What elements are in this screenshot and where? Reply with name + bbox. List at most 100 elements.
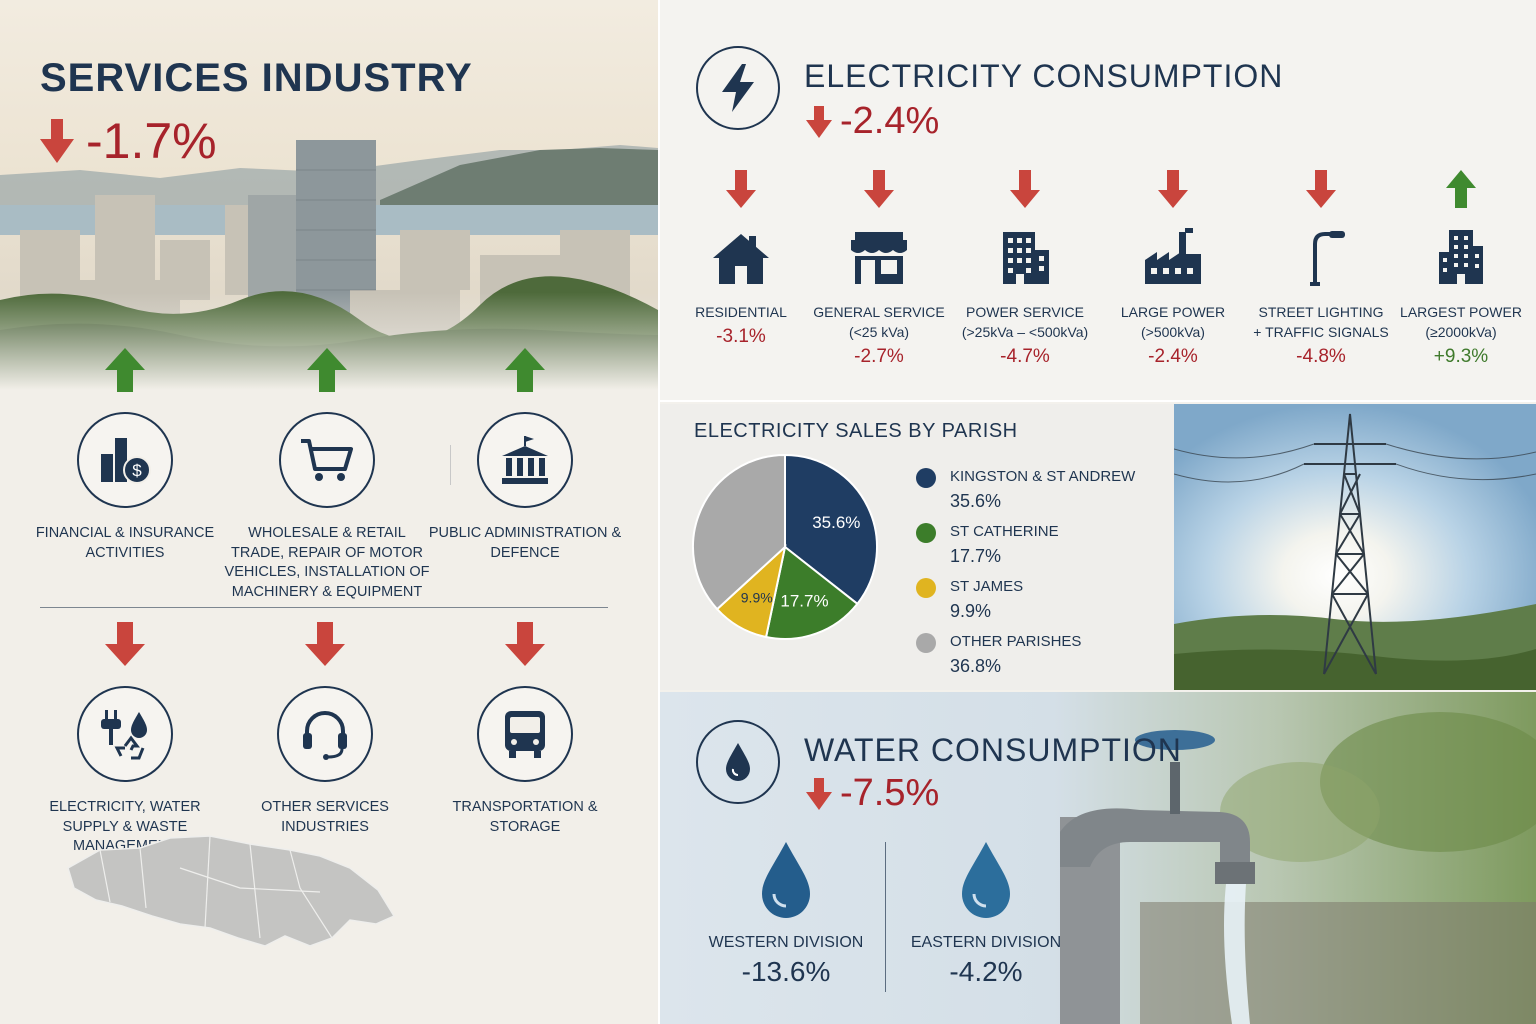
divider [450, 445, 451, 485]
legend-item: ST JAMES 9.9% [916, 576, 1023, 624]
water-drop-icon [962, 842, 1010, 918]
division-name: WESTERN DIVISION [708, 934, 864, 951]
headset-icon [277, 686, 373, 782]
electricity-title: ELECTRICITY CONSUMPTION [804, 58, 1284, 94]
pie-slice [764, 545, 859, 640]
arrow-down-icon [305, 622, 345, 666]
category-detail: (>25kVa – <500kVa) [961, 324, 1089, 340]
legend-value: 9.9% [950, 601, 992, 621]
electricity-change-value: -2.4% [840, 100, 940, 142]
sector-financial: $ FINANCIAL & INSURANCE ACTIVITIES [20, 348, 230, 563]
category-street-lighting: STREET LIGHTING + TRAFFIC SIGNALS -4.8% [1246, 170, 1396, 368]
category-residential: RESIDENTIAL -3.1% [666, 170, 816, 348]
category-large-power: LARGE POWER (>500kVa) -2.4% [1098, 170, 1248, 368]
sector-transport: TRANSPORTATION & STORAGE [420, 622, 630, 837]
category-name: STREET LIGHTING [1258, 304, 1384, 320]
parish-sales-panel: ELECTRICITY SALES BY PARISH 35.6% 17.7% 9.… [660, 404, 1174, 690]
sector-utilities: ELECTRICITY, WATER SUPPLY & WASTE MANAGE… [20, 622, 230, 857]
legend-name: OTHER PARISHES [950, 633, 1082, 650]
category-detail: (>500kVa) [1141, 324, 1205, 340]
arrow-down-icon [1306, 170, 1336, 208]
category-value: -4.8% [1296, 346, 1346, 367]
legend-swatch [916, 578, 936, 598]
legend-name: ST CATHERINE [950, 523, 1059, 540]
arrow-up-icon [505, 348, 545, 392]
legend-swatch [916, 468, 936, 488]
services-change: -1.7% [40, 112, 217, 170]
water-title: WATER CONSUMPTION [804, 732, 1182, 768]
category-name: GENERAL SERVICE [813, 304, 945, 320]
division-western: WESTERN DIVISION -13.6% [686, 840, 886, 988]
water-drop-icon [696, 720, 780, 804]
divider [885, 842, 886, 992]
pie-slice-label: 17.7% [780, 592, 828, 611]
pie-slice [692, 453, 786, 611]
category-value: -2.7% [854, 346, 904, 367]
division-name: EASTERN DIVISION [910, 934, 1062, 951]
arrow-down-icon [726, 170, 756, 208]
arrow-up-icon [1446, 170, 1476, 208]
panel-divider [658, 0, 660, 1024]
parish-title: ELECTRICITY SALES BY PARISH [694, 420, 1018, 442]
sector-other-services: OTHER SERVICES INDUSTRIES [220, 622, 430, 837]
sector-label: WHOLESALE & RETAIL TRADE, REPAIR OF MOTO… [224, 525, 430, 600]
category-power-service: POWER SERVICE (>25kVa – <500kVa) -4.7% [950, 170, 1100, 368]
legend-name: KINGSTON & ST ANDREW [950, 468, 1136, 485]
divider [40, 607, 608, 608]
category-name: LARGE POWER [1120, 304, 1226, 320]
faucet-photo [660, 692, 1536, 1024]
street-light-icon [1310, 231, 1345, 286]
category-general-service: GENERAL SERVICE (<25 kVa) -2.7% [804, 170, 954, 368]
office-building-icon [1003, 232, 1049, 284]
category-name: LARGEST POWER [1400, 304, 1522, 320]
division-value: -4.2% [949, 956, 1023, 987]
water-panel: WATER CONSUMPTION -7.5% WESTERN DIVISION… [660, 692, 1536, 1024]
pie-slice-label: 9.9% [741, 590, 773, 606]
legend-swatch [916, 633, 936, 653]
legend-item: KINGSTON & ST ANDREW 35.6% [916, 466, 1135, 514]
legend-value: 17.7% [950, 546, 1002, 566]
arrow-down-icon [1158, 170, 1188, 208]
arrow-down-icon [1010, 170, 1040, 208]
sector-public-admin: PUBLIC ADMINISTRATION & DEFENCE [420, 348, 630, 563]
category-detail: (<25 kVa) [848, 324, 910, 340]
services-title: SERVICES INDUSTRY [40, 56, 473, 100]
city-photo [0, 0, 658, 390]
division-eastern: EASTERN DIVISION -4.2% [886, 840, 1086, 988]
house-icon [713, 234, 769, 284]
category-name: RESIDENTIAL [695, 304, 787, 320]
pie-slice-label: 35.6% [812, 513, 860, 532]
sector-label: PUBLIC ADMINISTRATION & DEFENCE [428, 525, 622, 561]
services-change-value: -1.7% [86, 113, 217, 169]
government-building-icon [477, 412, 573, 508]
legend-swatch [916, 523, 936, 543]
svg-text:$: $ [132, 461, 142, 480]
sector-wholesale: WHOLESALE & RETAIL TRADE, REPAIR OF MOTO… [222, 348, 432, 602]
legend-item: ST CATHERINE 17.7% [916, 521, 1059, 569]
legend-item: OTHER PARISHES 36.8% [916, 631, 1081, 679]
power-tower-photo [1174, 404, 1536, 690]
pie-slice [784, 453, 878, 606]
lightning-icon [696, 46, 780, 130]
water-drop-icon [762, 842, 810, 918]
parish-pie-chart: 35.6% 17.7% 9.9% [692, 453, 878, 640]
category-value: -4.7% [1000, 346, 1050, 367]
shopping-cart-icon [279, 412, 375, 508]
storefront-icon [851, 232, 907, 284]
arrow-down-icon [105, 622, 145, 666]
category-detail: (≥2000kVa) [1425, 324, 1497, 340]
category-value: -3.1% [716, 326, 766, 347]
legend-value: 35.6% [950, 491, 1002, 511]
division-value: -13.6% [741, 956, 831, 987]
arrow-down-icon [505, 622, 545, 666]
sector-label: OTHER SERVICES INDUSTRIES [261, 799, 389, 835]
bus-icon [477, 686, 573, 782]
arrow-down-icon [806, 777, 832, 810]
utilities-icon [77, 686, 173, 782]
arrow-down-icon [864, 170, 894, 208]
category-largest-power: LARGEST POWER (≥2000kVa) +9.3% [1386, 170, 1536, 368]
electricity-panel: ELECTRICITY CONSUMPTION -2.4% RESIDENTIA… [660, 0, 1536, 402]
arrow-down-icon [40, 119, 74, 163]
water-change: -7.5% [806, 772, 939, 815]
category-value: +9.3% [1433, 346, 1489, 367]
